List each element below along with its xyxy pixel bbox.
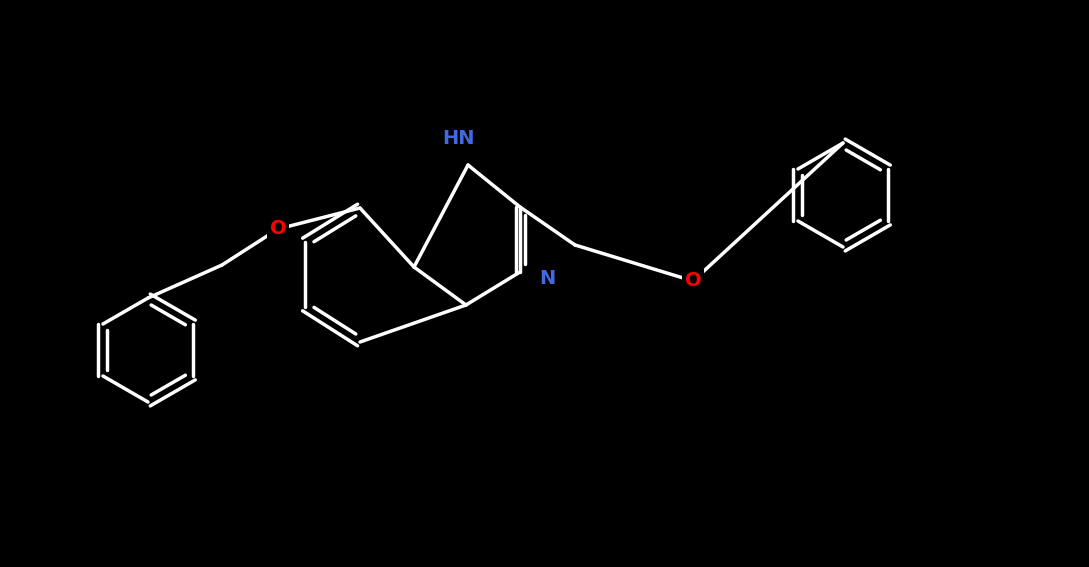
Text: O: O [685,272,701,290]
Text: N: N [539,269,555,287]
Text: O: O [270,219,286,239]
Text: HN: HN [442,129,474,147]
